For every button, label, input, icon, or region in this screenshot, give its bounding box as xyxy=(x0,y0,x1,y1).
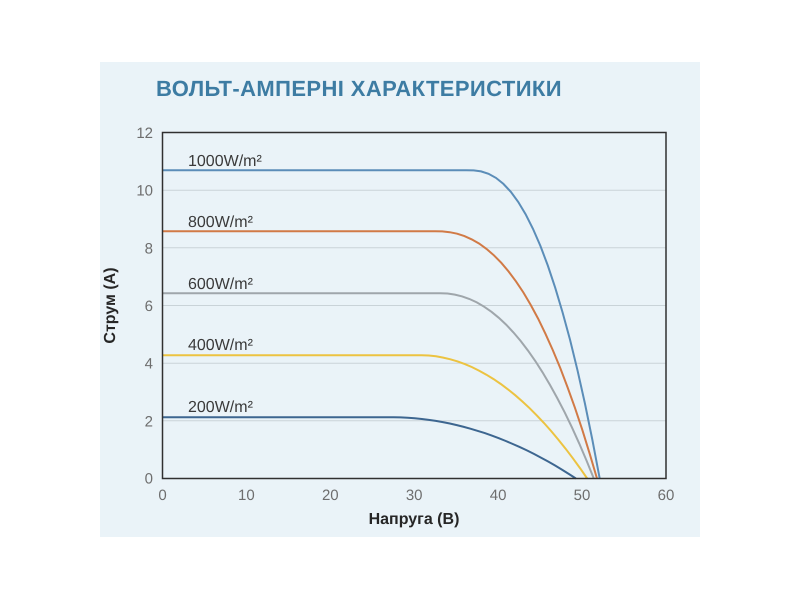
svg-text:4: 4 xyxy=(145,356,153,373)
svg-text:60: 60 xyxy=(658,487,675,504)
svg-text:0: 0 xyxy=(145,471,153,488)
svg-text:1000W/m²: 1000W/m² xyxy=(188,153,262,170)
svg-text:0: 0 xyxy=(158,487,166,504)
svg-text:200W/m²: 200W/m² xyxy=(188,399,254,416)
svg-text:400W/m²: 400W/m² xyxy=(188,337,254,354)
svg-text:Напруга (В): Напруга (В) xyxy=(369,511,460,528)
svg-text:50: 50 xyxy=(574,487,591,504)
svg-text:10: 10 xyxy=(238,487,255,504)
svg-text:6: 6 xyxy=(145,298,153,315)
svg-text:12: 12 xyxy=(136,125,153,142)
svg-text:Струм (A): Струм (A) xyxy=(102,267,119,343)
svg-text:2: 2 xyxy=(145,413,153,430)
svg-text:8: 8 xyxy=(145,240,153,257)
svg-text:10: 10 xyxy=(136,183,153,200)
svg-text:20: 20 xyxy=(322,487,339,504)
svg-text:30: 30 xyxy=(406,487,423,504)
svg-text:40: 40 xyxy=(490,487,507,504)
svg-text:800W/m²: 800W/m² xyxy=(188,214,254,231)
svg-text:600W/m²: 600W/m² xyxy=(188,276,254,293)
